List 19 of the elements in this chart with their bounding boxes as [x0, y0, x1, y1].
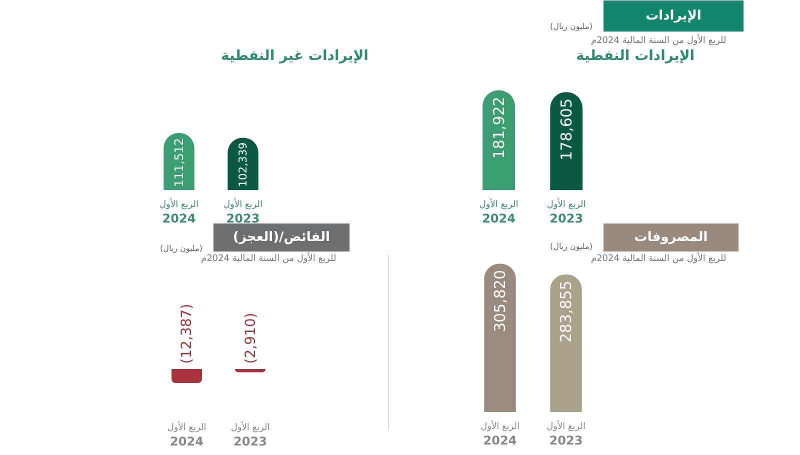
chart-subtitle: للربع الأول من السنة المالية 2024م	[201, 252, 336, 264]
data-label: (2,910)	[242, 312, 259, 364]
data-label: 178,605	[557, 98, 576, 161]
text: (مليون ريال)	[550, 242, 592, 251]
data-label: 111,512	[172, 138, 186, 187]
data-label: 181,922	[490, 96, 508, 159]
data-label: 305,820	[491, 270, 510, 332]
text: المصروفات	[634, 230, 708, 245]
data-label: 102,339	[236, 142, 250, 187]
text: للربع الأول من السنة المالية 2024م	[591, 252, 726, 264]
text: (مليون ريال)	[160, 244, 202, 253]
data-label: 283,855	[557, 280, 576, 343]
data-label: (12,387)	[178, 304, 195, 364]
chart-title: الفائض/(العجز)	[233, 230, 330, 245]
text: الإيرادات النفطية	[576, 48, 695, 64]
text: للربع الأول من السنة المالية 2024م	[591, 34, 726, 46]
chart-title: الإيرادات غير النفطية	[221, 48, 368, 64]
text: (مليون ريال)	[550, 22, 592, 31]
text: الإيرادات	[646, 8, 702, 24]
